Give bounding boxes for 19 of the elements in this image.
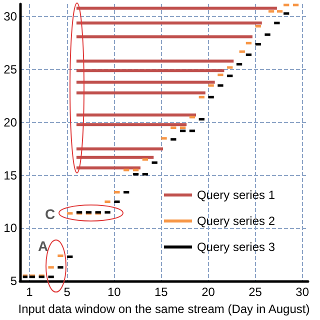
x-tick-label: 5: [64, 285, 71, 300]
y-tick-label: 10: [4, 221, 18, 236]
x-tick-label: 25: [248, 285, 262, 300]
x-tick-label: 30: [296, 285, 310, 300]
y-tick-label: 20: [4, 115, 18, 130]
legend-label: Query series 2: [196, 214, 276, 228]
y-tick-label: 30: [4, 10, 18, 24]
x-tick-label: 20: [202, 285, 216, 300]
annotation: A: [38, 238, 48, 254]
annotation: C: [44, 206, 56, 222]
y-tick-label: 5: [10, 274, 18, 288]
y-tick-label: 15: [4, 168, 18, 182]
y-tick-label: 25: [4, 62, 18, 77]
x-tick-label: 10: [107, 285, 122, 300]
x-tick-label: 1: [26, 285, 34, 300]
x-axis-title: Input data window on the same stream (Day in August): [18, 302, 310, 316]
x-tick-label: 15: [154, 285, 168, 300]
legend-label: Query series 1: [196, 188, 276, 202]
legend-label: Query series 3: [196, 240, 276, 254]
